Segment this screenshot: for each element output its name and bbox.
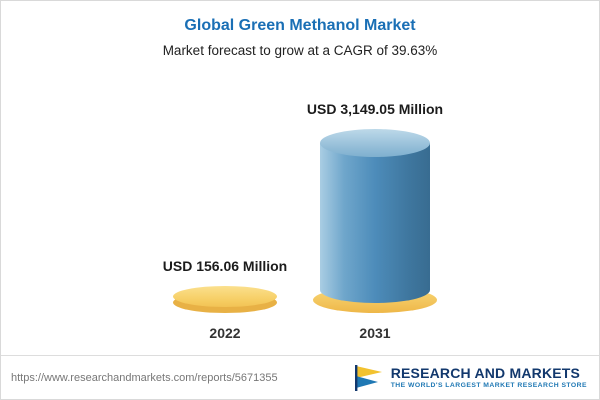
value-label-2031: USD 3,149.05 Million bbox=[306, 101, 444, 117]
x-label-2031: 2031 bbox=[359, 325, 391, 341]
chart-header: Global Green Methanol Market Market fore… bbox=[1, 1, 599, 58]
logo-name: RESEARCH AND MARKETS bbox=[390, 364, 581, 381]
bar-2031-cylinder-top bbox=[320, 129, 430, 157]
bar-2022-cylinder-top bbox=[173, 286, 277, 307]
x-label-2022: 2022 bbox=[209, 325, 241, 341]
chart-area: USD 156.06 Million 2022 USD 3,149.05 Mil… bbox=[1, 79, 599, 341]
footer-bar: https://www.researchandmarkets.com/repor… bbox=[1, 355, 599, 399]
bar-group-2022: USD 156.06 Million 2022 bbox=[150, 258, 300, 341]
source-url-link[interactable]: https://www.researchandmarkets.com/repor… bbox=[11, 371, 278, 384]
chart-title: Global Green Methanol Market bbox=[184, 17, 416, 34]
chart-subtitle: Market forecast to grow at a CAGR of 39.… bbox=[162, 43, 438, 58]
logo-flag-icon bbox=[354, 363, 384, 393]
bar-group-2031: USD 3,149.05 Million 2031 bbox=[300, 101, 450, 341]
logo-text-block: RESEARCH AND MARKETS THE WORLD'S LARGEST… bbox=[390, 364, 587, 390]
bar-2031-cylinder-side bbox=[320, 143, 430, 303]
research-and-markets-logo[interactable]: RESEARCH AND MARKETS THE WORLD'S LARGEST… bbox=[354, 363, 587, 393]
logo-tagline: THE WORLD'S LARGEST MARKET RESEARCH STOR… bbox=[390, 382, 587, 390]
value-label-2022: USD 156.06 Million bbox=[162, 258, 288, 274]
bar-2022-cylinder bbox=[173, 286, 277, 313]
bar-2031-cylinder bbox=[313, 129, 437, 313]
